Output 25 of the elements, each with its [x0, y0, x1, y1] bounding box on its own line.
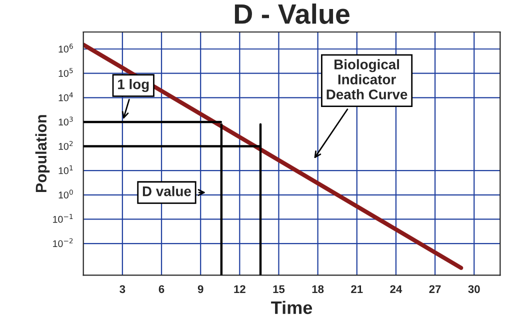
y-tick-label: 10$^{5}$	[58, 68, 73, 77]
annotation: 1 log	[118, 79, 149, 92]
x-tick-label: 27	[429, 285, 441, 293]
y-tick-label: 10$^{2}$	[58, 140, 73, 150]
y-tick-label: 10$^{0}$	[58, 190, 73, 198]
y-tick-label: 10$^{4}$	[58, 92, 73, 102]
annotation: Biological Indicator Death Curve	[326, 59, 408, 100]
x-tick-label: 9	[198, 285, 204, 294]
y-tick-label: 10$^{3}$	[58, 116, 73, 126]
annotation: D value	[142, 186, 191, 196]
x-tick-label: 12	[234, 285, 246, 293]
x-tick-label: 6	[158, 285, 164, 294]
y-axis-title: Population	[35, 115, 50, 192]
y-tick-label: 10$^{−2}$	[53, 238, 73, 248]
x-tick-label: 18	[312, 285, 324, 294]
x-tick-label: 21	[351, 285, 363, 293]
y-tick-label: 10$^{1}$	[58, 165, 73, 174]
x-tick-label: 15	[273, 285, 285, 294]
x-axis-title: Time	[271, 300, 312, 314]
x-tick-label: 3	[120, 285, 126, 294]
x-tick-label: 30	[468, 285, 480, 294]
y-tick-label: 10$^{6}$	[58, 44, 73, 53]
y-tick-label: 10$^{−1}$	[53, 214, 73, 223]
chart-title: D - Value	[234, 4, 350, 24]
x-tick-label: 24	[390, 285, 402, 293]
